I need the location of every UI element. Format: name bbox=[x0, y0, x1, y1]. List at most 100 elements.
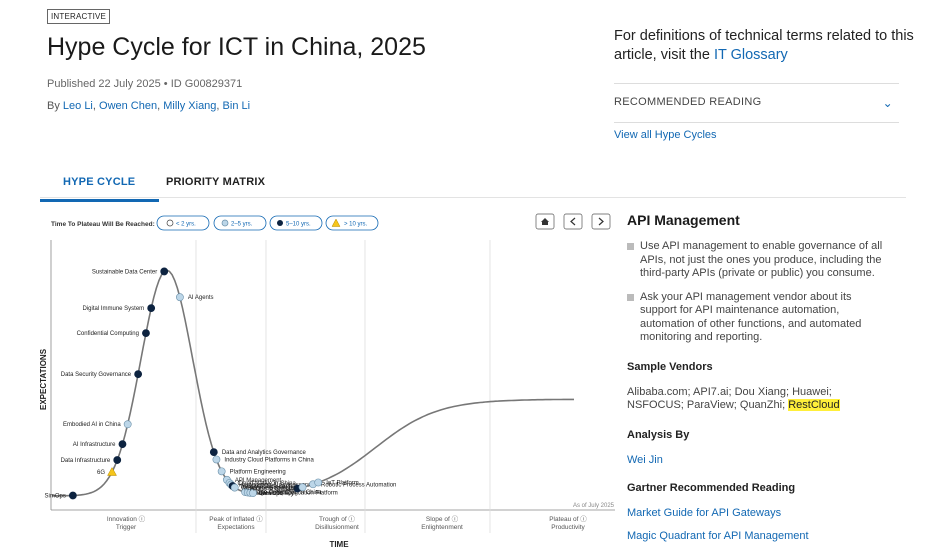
panel-bullet: Use API management to enable governance … bbox=[627, 240, 887, 281]
innovation-point[interactable]: Digital Immune System bbox=[82, 304, 156, 313]
next-button[interactable] bbox=[591, 213, 611, 230]
tab-priority-matrix[interactable]: PRIORITY MATRIX bbox=[166, 176, 266, 188]
definitions-text: For definitions of technical terms relat… bbox=[614, 28, 914, 63]
x-axis-label: TIME bbox=[329, 540, 349, 549]
innovation-label[interactable]: AI Infrastructure bbox=[73, 442, 116, 448]
analyst-link[interactable]: Wei Jin bbox=[627, 453, 663, 466]
innovation-point[interactable]: Data Security Governance bbox=[61, 370, 143, 379]
legend-item-5to10[interactable]: 5–10 yrs. bbox=[269, 215, 323, 231]
legend-label: > 10 yrs. bbox=[344, 222, 368, 228]
innovation-point[interactable]: Confidential Computing bbox=[77, 329, 150, 338]
author-link[interactable]: Bin Li bbox=[222, 100, 251, 112]
innovation-label[interactable]: Platform Engineering bbox=[230, 469, 286, 475]
hype-cycle-chart: Time To Plateau Will Be Reached: < 2 yrs… bbox=[39, 205, 618, 549]
innovation-label[interactable]: National Data Exchange bbox=[241, 484, 306, 490]
phase-label[interactable]: Expectations bbox=[217, 524, 255, 531]
publish-meta: Published 22 July 2025 • ID G00829371 bbox=[47, 78, 243, 90]
legend-item-lt2[interactable]: < 2 yrs. bbox=[156, 215, 210, 231]
as-of-label: As of July 2025 bbox=[573, 503, 615, 509]
phase-label[interactable]: Plateau of ⓘ bbox=[549, 515, 587, 523]
innovation-label[interactable]: DevOps bbox=[261, 491, 283, 497]
innovation-point[interactable]: 6G bbox=[97, 467, 117, 477]
innovation-label[interactable]: Sustainable Data Center bbox=[92, 269, 157, 275]
legend-label: < 2 yrs. bbox=[176, 222, 196, 228]
vendors-list: Alibaba.com; API7.ai; Dou Xiang; Huawei;… bbox=[627, 386, 887, 413]
innovation-label[interactable]: Edge Computing in China bbox=[253, 490, 322, 496]
author-link[interactable]: Milly Xiang bbox=[163, 100, 217, 112]
innovation-label[interactable]: IoT Platform bbox=[326, 480, 359, 486]
innovation-label[interactable]: Robotic Process Automation bbox=[321, 482, 396, 488]
innovation-label[interactable]: Digital Immune System bbox=[82, 306, 144, 312]
legend-item-2to5[interactable]: 2–5 yrs. bbox=[213, 215, 267, 231]
author-link[interactable]: Owen Chen bbox=[99, 100, 158, 112]
legend-label: 2–5 yrs. bbox=[231, 222, 253, 228]
innovation-label[interactable]: 6G bbox=[97, 470, 105, 476]
innovation-point[interactable]: Workforce Superapp bbox=[241, 483, 307, 492]
innovation-label[interactable]: AI Agents bbox=[188, 295, 214, 301]
author-link[interactable]: Leo Li bbox=[62, 100, 93, 112]
glossary-note: For definitions of technical terms relat… bbox=[614, 27, 914, 65]
innovation-point[interactable]: Sustainable Data Center bbox=[92, 267, 169, 276]
by-label: By bbox=[47, 100, 60, 112]
chevron-left-icon bbox=[570, 217, 576, 226]
legend-item-gt10[interactable]: > 10 yrs. bbox=[325, 215, 379, 231]
innovation-label[interactable]: Homegrown AI Processors bbox=[239, 483, 310, 489]
panel-bullet: Ask your API management vendor about its… bbox=[627, 291, 887, 345]
view-all-hype-cycles-link[interactable]: View all Hype Cycles bbox=[614, 129, 717, 141]
chevron-down-icon[interactable]: ⌄ bbox=[882, 96, 893, 110]
innovation-label[interactable]: SimOps bbox=[45, 493, 66, 499]
home-button[interactable] bbox=[535, 213, 555, 230]
reading-heading: Gartner Recommended Reading bbox=[627, 481, 796, 494]
legend-title: Time To Plateau Will Be Reached: bbox=[51, 221, 155, 228]
phase-label[interactable]: Disillusionment bbox=[315, 524, 359, 531]
panel-title: API Management bbox=[627, 212, 740, 228]
innovation-point[interactable]: Data Infrastructure bbox=[61, 456, 122, 464]
glossary-link[interactable]: IT Glossary bbox=[713, 47, 788, 63]
innovation-label[interactable]: Low-Code Application Platform bbox=[256, 491, 338, 497]
innovation-point[interactable]: DBMS Self-Sufficiency bbox=[230, 483, 303, 492]
innovation-point[interactable]: Platform Engineering bbox=[217, 467, 286, 476]
reading-link[interactable]: Magic Quadrant for API Management bbox=[627, 529, 809, 542]
innovation-point[interactable]: AI Agents bbox=[175, 293, 214, 302]
reading-link[interactable]: Market Guide for API Gateways bbox=[627, 506, 782, 519]
innovation-point[interactable]: Embodied AI in China bbox=[63, 420, 132, 429]
innovation-label[interactable]: Workforce Superapp bbox=[241, 485, 297, 491]
innovation-label[interactable]: Data and Analytics Governance bbox=[222, 450, 307, 456]
innovation-point[interactable]: Data and Analytics Governance bbox=[209, 448, 307, 456]
innovation-label[interactable]: Data Security Governance bbox=[61, 372, 132, 378]
innovation-label[interactable]: Data Infrastructure bbox=[61, 458, 111, 464]
innovation-label[interactable]: Industry Cloud Platforms in China bbox=[224, 457, 314, 463]
innovation-point[interactable]: DevOps bbox=[249, 489, 283, 497]
page-title: Hype Cycle for ICT in China, 2025 bbox=[47, 33, 426, 61]
tab-hype-cycle[interactable]: HYPE CYCLE bbox=[39, 176, 160, 202]
recommended-reading-toggle[interactable]: RECOMMENDED READING ⌄ bbox=[614, 83, 899, 123]
vendor-highlight: RestCloud bbox=[788, 399, 840, 411]
innovation-label[interactable]: AIOps in China bbox=[250, 486, 291, 492]
phase-label[interactable]: Productivity bbox=[551, 524, 585, 531]
innovation-label[interactable]: API Management bbox=[235, 478, 282, 484]
chevron-right-icon bbox=[598, 217, 604, 226]
legend-label: 5–10 yrs. bbox=[286, 222, 311, 228]
innovation-point[interactable]: SimOps bbox=[45, 491, 77, 500]
innovation-label[interactable]: DBMS Self-Sufficiency bbox=[243, 486, 303, 492]
innovation-label[interactable]: Confidential Computing bbox=[77, 331, 139, 337]
phase-label[interactable]: Slope of ⓘ bbox=[426, 515, 459, 523]
phase-label[interactable]: Trigger bbox=[116, 524, 137, 531]
innovation-label[interactable]: Embodied AI in China bbox=[63, 422, 121, 428]
interactive-badge: INTERACTIVE bbox=[47, 9, 111, 24]
vendors-text: Alibaba.com; API7.ai; Dou Xiang; Huawei;… bbox=[627, 385, 832, 412]
innovation-label[interactable]: Cloud-Native in China bbox=[237, 481, 296, 487]
innovation-label[interactable]: Data Literacy bbox=[258, 491, 293, 497]
innovation-point[interactable]: AI Infrastructure bbox=[73, 440, 127, 449]
home-icon bbox=[541, 218, 549, 225]
y-axis-label: EXPECTATIONS bbox=[40, 348, 48, 410]
phase-label[interactable]: Innovation ⓘ bbox=[107, 515, 146, 523]
prev-button[interactable] bbox=[563, 213, 583, 230]
detail-panel: API Management Use API management to ena… bbox=[627, 212, 887, 542]
innovation-point[interactable]: IoT Platform bbox=[314, 478, 359, 487]
phase-label[interactable]: Peak of Inflated ⓘ bbox=[209, 515, 263, 523]
phase-label[interactable]: Trough of ⓘ bbox=[319, 515, 355, 523]
authors-line: By Leo Li, Owen Chen, Milly Xiang, Bin L… bbox=[47, 100, 251, 112]
phase-label[interactable]: Enlightenment bbox=[421, 524, 463, 531]
innovation-point[interactable]: Industry Cloud Platforms in China bbox=[212, 455, 315, 464]
